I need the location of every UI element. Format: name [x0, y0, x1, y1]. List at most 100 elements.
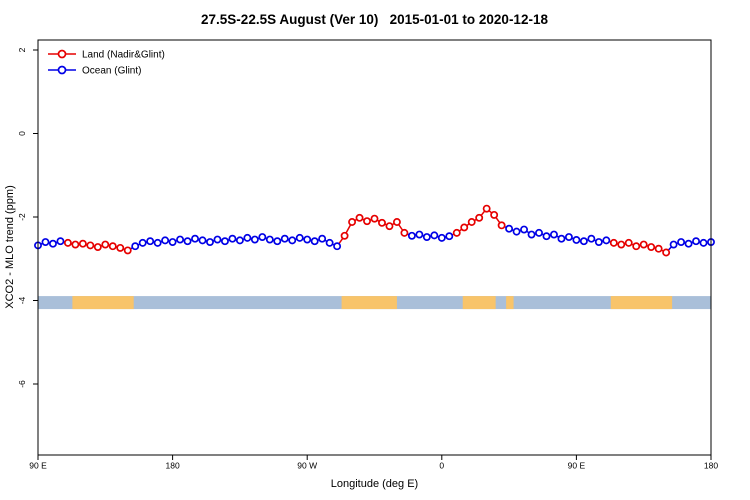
- data-point-land: [63, 238, 72, 247]
- data-point-land: [116, 243, 125, 252]
- data-point-ocean: [228, 234, 237, 243]
- data-point-ocean: [333, 242, 342, 251]
- data-point-ocean: [550, 230, 558, 239]
- data-point-ocean: [542, 232, 551, 241]
- chart-title: 27.5S-22.5S August (Ver 10) 2015-01-01 t…: [201, 12, 548, 27]
- data-point-ocean: [594, 238, 603, 246]
- data-point-ocean: [206, 238, 214, 246]
- data-point-ocean: [138, 238, 147, 247]
- data-point-ocean: [250, 235, 259, 244]
- data-point-ocean: [213, 235, 222, 244]
- data-point-ocean: [235, 236, 244, 245]
- land-ocean-band-layer: [38, 296, 711, 310]
- axis-tick-layer: 90 E 180 90 W 0 90 E 180 2 0 -2 -4 -6: [17, 47, 718, 470]
- data-point-land: [475, 213, 484, 222]
- data-point-ocean: [520, 225, 529, 234]
- data-point-land: [363, 217, 371, 226]
- data-point-ocean: [198, 236, 207, 245]
- x-axis-label: Longitude (deg E): [331, 478, 418, 490]
- land-band-segment: [462, 296, 496, 310]
- legend-land-marker-icon: [57, 49, 67, 59]
- y-tick-label: -2: [17, 213, 27, 221]
- data-point-ocean: [153, 238, 162, 247]
- x-tick-label: 90 E: [568, 461, 586, 471]
- land-band-segment: [610, 296, 673, 310]
- data-point-ocean: [168, 238, 177, 246]
- data-point-ocean: [535, 228, 543, 237]
- data-point-land: [400, 228, 409, 237]
- land-band-segment: [506, 296, 514, 310]
- data-point-land: [392, 218, 401, 226]
- data-point-land: [101, 240, 110, 249]
- data-point-ocean: [220, 237, 229, 246]
- data-point-land: [378, 218, 386, 227]
- data-point-land: [639, 240, 648, 249]
- data-point-land: [123, 246, 132, 255]
- data-point-land: [86, 241, 95, 250]
- data-point-ocean: [407, 231, 416, 240]
- y-tick-label: -6: [17, 380, 27, 388]
- data-point-ocean: [288, 236, 297, 245]
- data-point-ocean: [572, 236, 581, 244]
- data-point-ocean: [415, 230, 424, 239]
- data-point-ocean: [430, 231, 439, 240]
- x-tick-label: 180: [704, 461, 718, 471]
- data-point-ocean: [512, 227, 521, 236]
- x-tick-label: 0: [439, 461, 444, 471]
- y-axis-label: XCO2 - MLO trend (ppm): [4, 185, 16, 308]
- data-point-land: [482, 204, 491, 213]
- data-point-ocean: [280, 234, 289, 243]
- data-point-ocean: [273, 237, 282, 246]
- data-point-ocean: [131, 242, 140, 251]
- data-point-ocean: [579, 237, 588, 246]
- data-point-land: [609, 238, 618, 247]
- legend: Land (Nadir&Glint) Ocean (Glint): [48, 50, 165, 77]
- data-point-ocean: [49, 239, 57, 248]
- data-point-ocean: [684, 239, 693, 248]
- data-point-ocean: [183, 237, 192, 246]
- data-point-ocean: [258, 233, 267, 241]
- data-point-land: [624, 238, 633, 247]
- data-point-land: [71, 240, 80, 249]
- legend-ocean-marker-icon: [57, 65, 67, 75]
- data-point-ocean: [303, 235, 312, 244]
- data-point-land: [654, 244, 663, 253]
- y-tick-label: 0: [17, 131, 27, 136]
- data-point-ocean: [325, 238, 334, 247]
- data-point-ocean: [265, 235, 274, 244]
- x-tick-label: 180: [166, 461, 180, 471]
- data-point-ocean: [692, 237, 700, 246]
- data-point-land: [617, 240, 626, 249]
- data-point-land: [497, 221, 506, 230]
- y-tick-label: 2: [17, 47, 27, 52]
- data-point-ocean: [669, 240, 678, 249]
- data-point-ocean: [146, 237, 155, 246]
- data-point-ocean: [318, 234, 327, 243]
- data-point-ocean: [161, 236, 170, 245]
- data-point-ocean: [176, 235, 185, 244]
- data-point-ocean: [310, 237, 319, 246]
- x-tick-label: 90 E: [29, 461, 47, 471]
- legend-ocean-label: Ocean (Glint): [82, 66, 141, 77]
- data-point-ocean: [243, 233, 252, 242]
- data-point-land: [348, 218, 357, 226]
- data-point-ocean: [422, 233, 431, 241]
- y-tick-label: -4: [17, 296, 27, 304]
- data-point-land: [632, 242, 641, 251]
- data-point-ocean: [41, 238, 50, 246]
- plot-border: [37, 39, 712, 456]
- data-point-ocean: [437, 233, 446, 242]
- data-point-land: [452, 228, 461, 237]
- data-point-land: [355, 213, 364, 222]
- data-point-ocean: [505, 224, 514, 233]
- data-point-ocean: [295, 233, 304, 242]
- data-point-land: [93, 243, 102, 252]
- data-point-ocean: [557, 234, 566, 243]
- data-point-land: [340, 231, 349, 240]
- land-band-segment: [72, 296, 134, 310]
- data-point-ocean: [587, 234, 596, 243]
- data-point-ocean: [564, 233, 573, 241]
- data-point-land: [460, 223, 469, 232]
